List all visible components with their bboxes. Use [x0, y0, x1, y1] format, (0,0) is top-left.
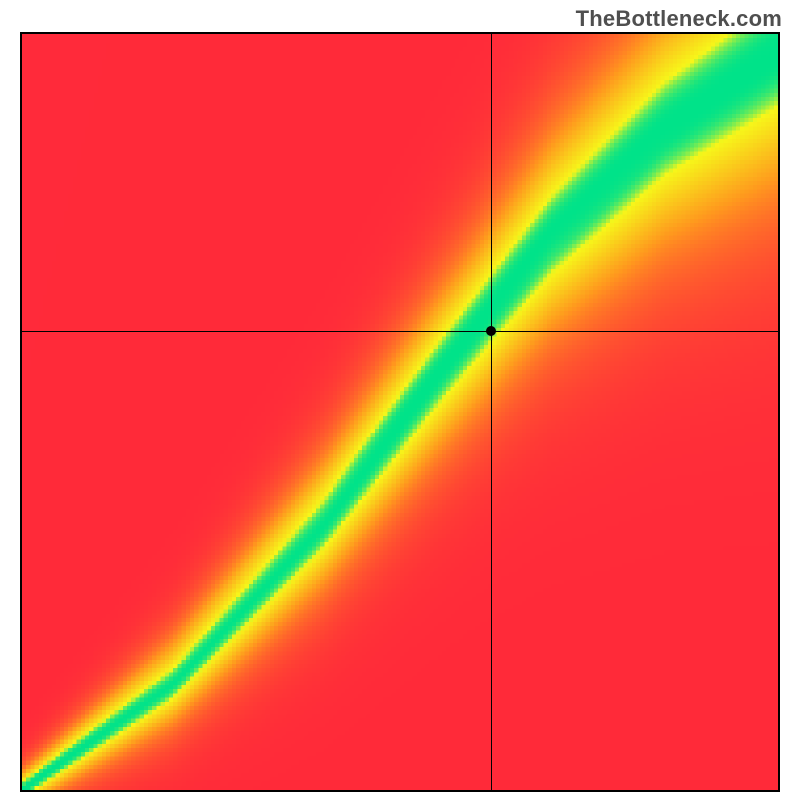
crosshair-horizontal — [22, 331, 778, 332]
crosshair-vertical — [491, 34, 492, 790]
watermark-text: TheBottleneck.com — [576, 6, 782, 32]
bottleneck-heatmap — [22, 34, 778, 790]
crosshair-dot — [486, 326, 496, 336]
bottleneck-heatmap-frame — [20, 32, 780, 792]
